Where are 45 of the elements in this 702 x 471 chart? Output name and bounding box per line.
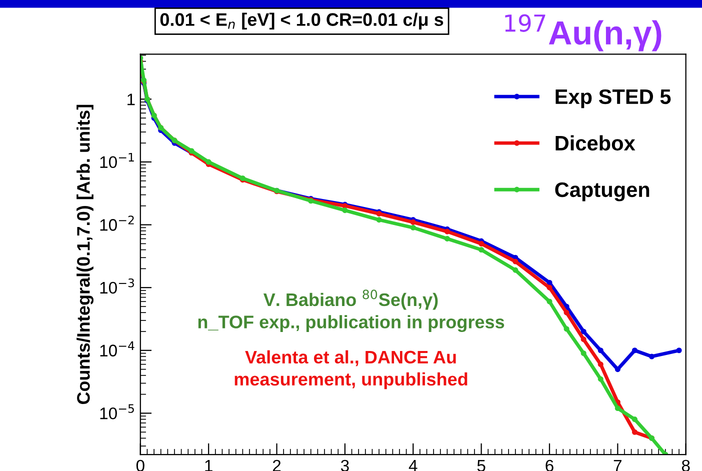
chart-title: 0.01 < E$_{n}$ [eV] < 1.0 CR=0.01 c/μ s [160,12,444,30]
point [598,376,604,382]
y-tick-label: 10$^{−3}$ [100,278,134,294]
y-tick-label: 10$^{−5}$ [100,404,134,420]
y-axis-title: Counts/Integral(0.1,7.0) [Arb. units] [76,104,94,404]
point [342,208,348,214]
point [478,246,484,253]
point [478,240,484,246]
legend-label: Dicebox [556,135,636,151]
y-tick-label: 10$^{−1}$ [100,152,134,168]
point [546,280,552,286]
legend-label: Exp STED 5 [556,89,671,108]
point [580,350,586,356]
point [546,284,552,290]
point [614,405,620,412]
y-tick-label: 10$^{−4}$ [100,341,134,356]
point [676,348,682,354]
annotation: V. Babiano $^{80}$Se(n,γ) n_TOF exp., publication in progress [198,290,504,332]
point [410,224,416,230]
point [512,267,518,273]
x-tick-label: 4 [408,460,418,471]
point [580,336,586,342]
point [648,354,655,360]
y-tick-label: 1 [128,94,135,106]
point [598,362,604,368]
point [376,217,382,223]
y-tick-label: 10$^{−2}$ [100,216,134,231]
point [512,258,518,264]
point [444,236,450,242]
point [632,348,638,354]
point [598,348,604,354]
legend-label: Captugen [555,182,650,202]
annotation: Valenta et al., DANCE Au measurement, unpublished [234,350,468,390]
text: $^{197}$Au(n,γ) [505,14,662,52]
point [632,416,638,422]
point [564,326,570,332]
point [580,328,586,334]
x-tick-label: 1 [205,460,212,471]
point [632,429,638,435]
x-tick-label: 2 [272,460,281,471]
point [444,228,450,234]
point [564,310,570,316]
x-tick-label: 7 [614,460,622,471]
point [546,298,552,304]
point [614,366,620,372]
